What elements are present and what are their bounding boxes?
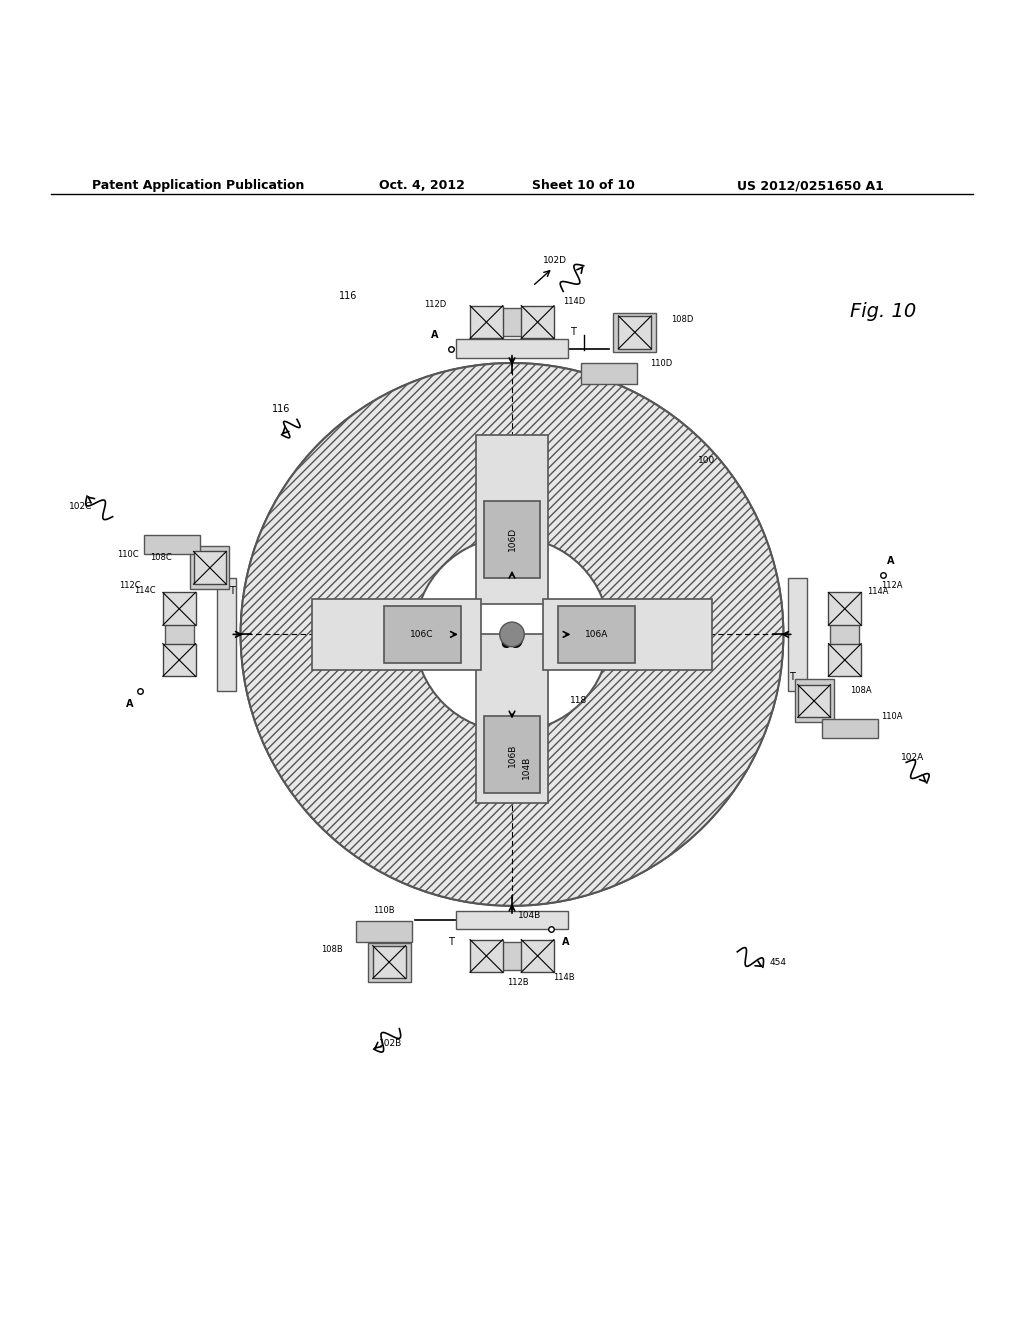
Text: 116: 116 bbox=[339, 292, 357, 301]
Text: Sheet 10 of 10: Sheet 10 of 10 bbox=[532, 180, 635, 193]
Text: A: A bbox=[126, 700, 134, 709]
Text: A: A bbox=[431, 330, 439, 341]
Bar bbox=[384, 606, 461, 663]
Text: T: T bbox=[788, 672, 795, 682]
Bar bbox=[373, 945, 406, 978]
Text: 114D: 114D bbox=[563, 297, 586, 306]
Bar bbox=[618, 315, 651, 348]
Bar bbox=[481, 308, 543, 337]
Text: 114A: 114A bbox=[867, 587, 889, 595]
Text: 104D: 104D bbox=[509, 540, 517, 565]
Text: 114B: 114B bbox=[553, 973, 574, 982]
Text: 118: 118 bbox=[570, 697, 587, 705]
Text: 108D: 108D bbox=[671, 314, 693, 323]
Text: Patent Application Publication: Patent Application Publication bbox=[92, 180, 304, 193]
Text: 112D: 112D bbox=[424, 300, 446, 309]
Bar bbox=[368, 942, 411, 982]
Text: T: T bbox=[570, 327, 577, 338]
Bar bbox=[165, 603, 194, 665]
Text: A: A bbox=[561, 937, 569, 946]
Text: T: T bbox=[447, 937, 454, 946]
Text: 104A: 104A bbox=[603, 630, 626, 639]
Bar bbox=[828, 593, 861, 626]
Text: 114C: 114C bbox=[134, 586, 156, 595]
Bar bbox=[470, 940, 503, 973]
Bar bbox=[312, 598, 481, 671]
Bar bbox=[356, 921, 412, 941]
Bar bbox=[822, 719, 879, 738]
Bar bbox=[217, 578, 236, 690]
Text: 106A: 106A bbox=[586, 630, 608, 639]
Text: 104B: 104B bbox=[509, 730, 517, 754]
Text: 112B: 112B bbox=[507, 978, 529, 987]
Bar bbox=[795, 680, 834, 722]
Text: 454: 454 bbox=[770, 957, 786, 966]
Circle shape bbox=[500, 622, 524, 647]
Text: US 2012/0251650 A1: US 2012/0251650 A1 bbox=[737, 180, 884, 193]
Bar bbox=[788, 578, 807, 690]
Text: $\omega$: $\omega$ bbox=[499, 626, 525, 653]
Text: 104B: 104B bbox=[522, 756, 531, 779]
Text: 112A: 112A bbox=[881, 581, 902, 590]
Text: 110C: 110C bbox=[117, 550, 138, 560]
Text: Fig. 10: Fig. 10 bbox=[850, 302, 916, 321]
Bar bbox=[543, 598, 712, 671]
Text: 116: 116 bbox=[272, 404, 291, 414]
Bar bbox=[456, 339, 568, 358]
Text: 102A: 102A bbox=[901, 752, 925, 762]
Text: A: A bbox=[887, 556, 895, 566]
Text: 102C: 102C bbox=[69, 502, 92, 511]
Text: 108A: 108A bbox=[850, 686, 871, 696]
Text: 110D: 110D bbox=[650, 359, 673, 367]
Text: 102B: 102B bbox=[379, 1040, 402, 1048]
Bar bbox=[481, 941, 543, 970]
Text: T: T bbox=[229, 586, 236, 597]
Bar bbox=[830, 603, 859, 665]
Text: 100: 100 bbox=[698, 455, 715, 465]
Bar bbox=[483, 502, 541, 578]
Text: Oct. 4, 2012: Oct. 4, 2012 bbox=[379, 180, 465, 193]
Text: 106D: 106D bbox=[508, 527, 516, 552]
Text: 108C: 108C bbox=[151, 553, 172, 562]
Bar bbox=[470, 306, 503, 338]
Text: 108B: 108B bbox=[322, 945, 343, 954]
Text: 104B: 104B bbox=[518, 912, 542, 920]
Bar bbox=[476, 635, 548, 804]
Bar bbox=[456, 911, 568, 929]
Text: 102D: 102D bbox=[543, 256, 566, 265]
Bar bbox=[194, 552, 226, 585]
Text: 106B: 106B bbox=[508, 743, 516, 767]
Bar bbox=[163, 593, 196, 626]
Bar bbox=[582, 363, 638, 384]
Bar bbox=[558, 606, 635, 663]
Bar bbox=[521, 306, 554, 338]
Text: 110B: 110B bbox=[373, 907, 395, 915]
Text: 106C: 106C bbox=[411, 630, 433, 639]
Bar bbox=[143, 535, 200, 553]
Bar bbox=[613, 313, 656, 351]
Bar bbox=[828, 644, 861, 676]
Text: 104C: 104C bbox=[398, 630, 421, 639]
Bar bbox=[521, 940, 554, 973]
Bar bbox=[476, 434, 548, 603]
Bar bbox=[798, 685, 830, 717]
Text: 110A: 110A bbox=[881, 711, 902, 721]
Circle shape bbox=[241, 363, 783, 906]
Bar bbox=[190, 546, 229, 589]
Text: 112C: 112C bbox=[119, 581, 140, 590]
Circle shape bbox=[415, 537, 609, 731]
Bar bbox=[163, 644, 196, 676]
Bar bbox=[483, 717, 541, 793]
